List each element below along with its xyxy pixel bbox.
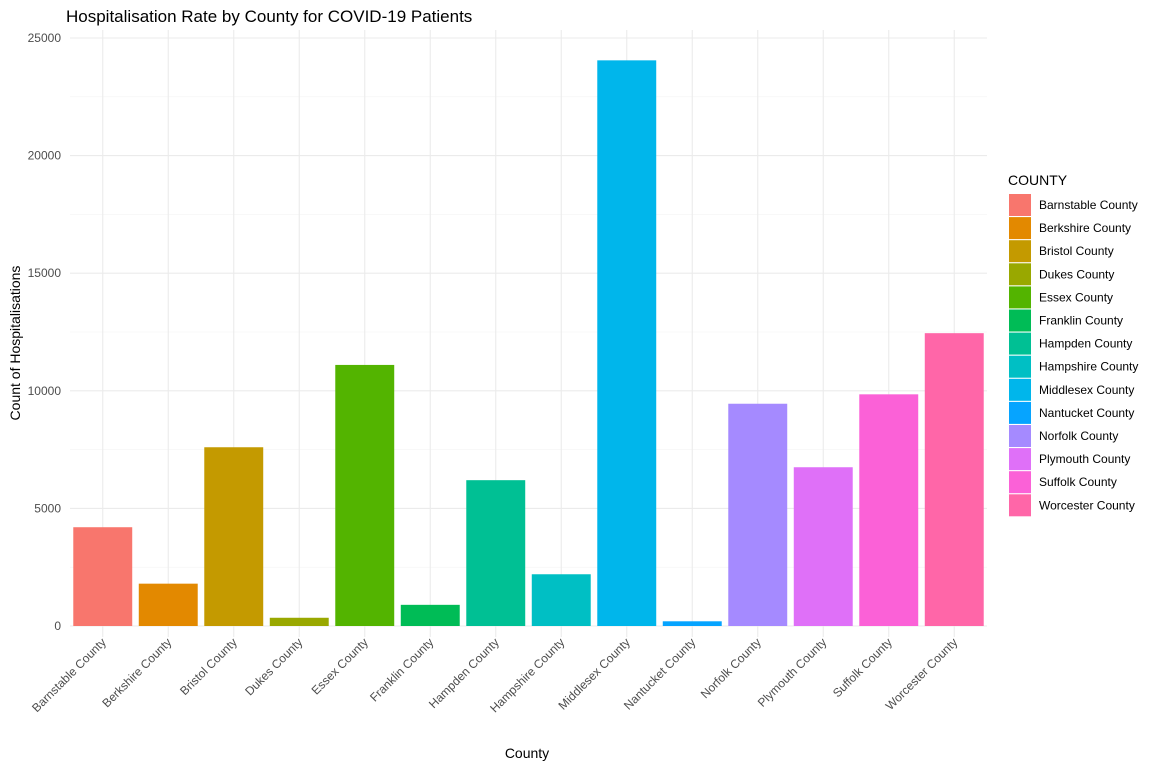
legend-label: Bristol County (1039, 244, 1114, 258)
y-tick-label: 25000 (28, 31, 62, 45)
legend-label: Hampden County (1039, 337, 1132, 351)
x-tick-label: Franklin County (367, 635, 436, 704)
y-tick-label: 20000 (28, 149, 62, 163)
legend-swatch (1009, 401, 1031, 424)
bar (335, 364, 395, 626)
bar (138, 583, 198, 626)
legend-label: Dukes County (1039, 267, 1114, 281)
x-tick-label: Essex County (309, 635, 371, 697)
bar (400, 604, 460, 626)
legend-swatch (1009, 355, 1031, 378)
legend-swatch (1009, 425, 1031, 447)
y-tick-label: 0 (54, 619, 61, 633)
x-tick-label: Norfolk County (698, 635, 764, 701)
legend-label: Middlesex County (1039, 383, 1134, 397)
bar (466, 480, 526, 626)
legend-label: Norfolk County (1039, 429, 1118, 443)
legend-swatch (1009, 494, 1031, 517)
legend-swatch (1009, 194, 1031, 216)
x-tick-label: Worcester County (883, 635, 961, 713)
legend-swatch (1009, 309, 1031, 332)
legend-swatch (1009, 471, 1031, 494)
bar (662, 621, 722, 626)
chart-title: Hospitalisation Rate by County for COVID… (66, 7, 472, 26)
y-axis-title: Count of Hospitalisations (7, 266, 23, 421)
legend-swatch (1009, 217, 1031, 240)
bar (728, 403, 788, 626)
legend-swatch (1009, 332, 1031, 355)
x-tick-label: Plymouth County (755, 635, 830, 710)
legend-swatch (1009, 378, 1031, 401)
bars (73, 60, 984, 627)
x-tick-label: Bristol County (177, 635, 240, 698)
legend-swatch (1009, 240, 1031, 263)
legend-label: Plymouth County (1039, 452, 1130, 466)
y-tick-label: 10000 (28, 384, 62, 398)
legend-label: Essex County (1039, 290, 1113, 304)
x-tick-label: Nantucket County (621, 635, 698, 712)
x-tick-label: Hampden County (426, 635, 502, 711)
bar (269, 617, 329, 626)
bar (531, 574, 591, 626)
bar (204, 447, 264, 626)
legend-label: Suffolk County (1039, 475, 1117, 489)
y-axis-ticks: 0 5000 10000 15000 20000 25000 (28, 31, 62, 633)
legend-items: Barnstable County Berkshire County Bristol… (1009, 194, 1138, 517)
legend-swatch (1009, 448, 1031, 471)
legend-label: Worcester County (1039, 498, 1135, 512)
x-tick-label: Berkshire County (99, 635, 174, 710)
x-tick-label: Dukes County (242, 635, 305, 698)
x-tick-label: Middlesex County (556, 635, 633, 712)
x-tick-label: Barnstable County (29, 635, 109, 715)
x-tick-label: Suffolk County (830, 635, 895, 700)
legend-swatch (1009, 286, 1031, 309)
x-axis-title: County (505, 745, 549, 761)
bar (597, 60, 657, 627)
legend-title: COUNTY (1008, 172, 1068, 188)
legend: COUNTY Barnstable County Berkshire County… (1008, 172, 1138, 517)
legend-label: Berkshire County (1039, 221, 1131, 235)
bar (793, 467, 853, 626)
legend-label: Nantucket County (1039, 406, 1134, 420)
legend-swatch (1009, 263, 1031, 286)
legend-label: Franklin County (1039, 314, 1123, 328)
bar (73, 527, 133, 626)
bar (859, 394, 919, 626)
y-tick-label: 5000 (34, 501, 61, 515)
y-tick-label: 15000 (28, 266, 62, 280)
legend-label: Barnstable County (1039, 198, 1138, 212)
bar (924, 333, 984, 626)
legend-label: Hampshire County (1039, 360, 1138, 374)
